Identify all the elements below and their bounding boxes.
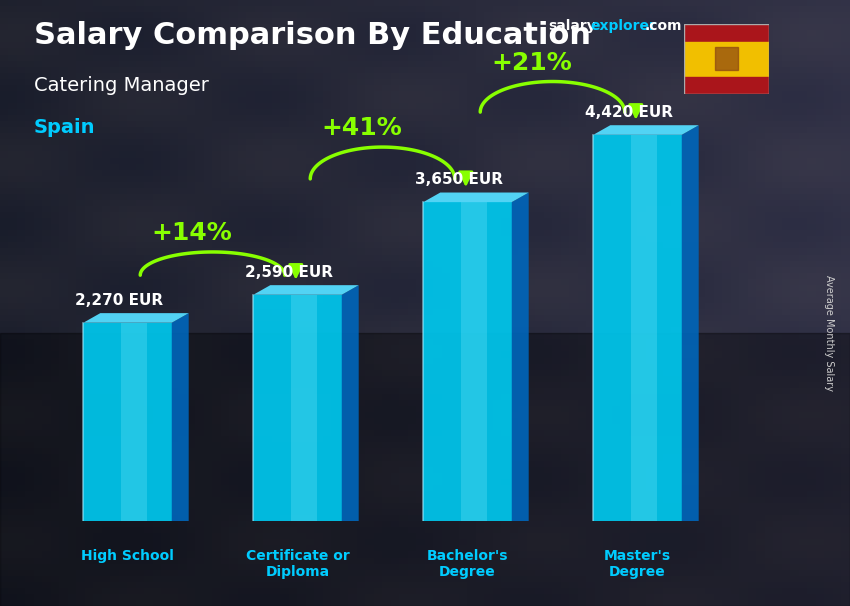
Text: +14%: +14%	[151, 221, 232, 245]
Text: explorer: explorer	[591, 19, 656, 33]
Text: High School: High School	[81, 549, 174, 563]
Bar	[684, 42, 769, 76]
Polygon shape	[83, 313, 189, 323]
Polygon shape	[423, 202, 512, 521]
Polygon shape	[253, 285, 359, 295]
Text: Master's
Degree: Master's Degree	[604, 549, 671, 579]
Text: 2,590 EUR: 2,590 EUR	[245, 265, 333, 280]
Text: salary: salary	[548, 19, 596, 33]
Text: 3,650 EUR: 3,650 EUR	[415, 172, 503, 187]
Text: Bachelor's
Degree: Bachelor's Degree	[427, 549, 508, 579]
Polygon shape	[172, 313, 189, 521]
Polygon shape	[682, 125, 699, 521]
Polygon shape	[631, 135, 657, 521]
Text: +41%: +41%	[321, 116, 403, 140]
Polygon shape	[342, 285, 359, 521]
Polygon shape	[593, 125, 699, 135]
Text: 2,270 EUR: 2,270 EUR	[75, 293, 163, 308]
Polygon shape	[512, 193, 529, 521]
Polygon shape	[121, 323, 147, 521]
Polygon shape	[253, 295, 342, 521]
Bar	[684, 24, 769, 42]
Text: Certificate or
Diploma: Certificate or Diploma	[246, 549, 349, 579]
Bar	[684, 76, 769, 94]
Text: +21%: +21%	[491, 50, 572, 75]
Polygon shape	[83, 323, 172, 521]
Text: Average Monthly Salary: Average Monthly Salary	[824, 275, 834, 391]
Text: .com: .com	[644, 19, 682, 33]
Polygon shape	[291, 295, 317, 521]
Polygon shape	[593, 135, 682, 521]
Polygon shape	[461, 202, 487, 521]
Text: Spain: Spain	[34, 118, 95, 137]
Bar	[716, 47, 738, 70]
Polygon shape	[423, 193, 529, 202]
Text: 4,420 EUR: 4,420 EUR	[585, 105, 673, 120]
Text: Catering Manager: Catering Manager	[34, 76, 209, 95]
Text: Salary Comparison By Education: Salary Comparison By Education	[34, 21, 591, 50]
